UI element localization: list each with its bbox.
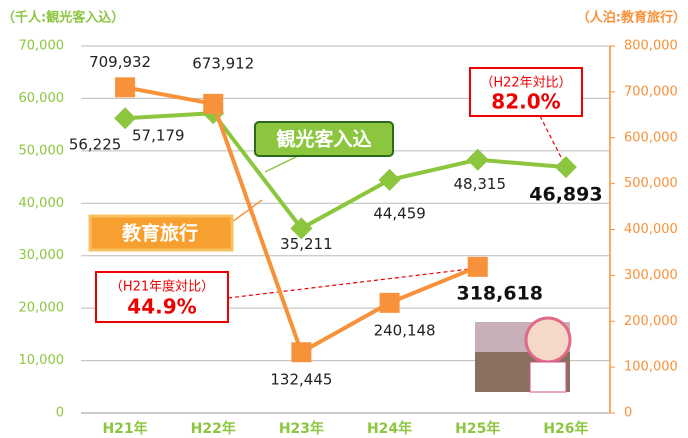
data-label: 673,912 bbox=[192, 54, 254, 72]
label-connector bbox=[265, 155, 300, 172]
chart: （千人:観光客入込） （人泊:教育旅行） 0 10,000 20,000 30,000… bbox=[0, 0, 688, 438]
x-tick-label: H26年 bbox=[543, 420, 588, 437]
data-label: 56,225 bbox=[69, 136, 122, 154]
data-label: 57,179 bbox=[132, 127, 185, 145]
right-axis-label: （人泊:教育旅行） bbox=[577, 10, 686, 26]
y2-tick-label: 700,000 bbox=[624, 84, 678, 99]
series-label: 教育旅行 bbox=[122, 222, 198, 245]
data-label: 44,459 bbox=[373, 204, 426, 222]
annotation-text: （H22年対比） bbox=[480, 76, 571, 91]
y-tick-label: 50,000 bbox=[19, 143, 65, 158]
data-label: 46,893 bbox=[529, 184, 602, 206]
y2-tick-label: 400,000 bbox=[624, 222, 678, 237]
y2-tick-label: 500,000 bbox=[624, 176, 678, 191]
y-tick-label: 60,000 bbox=[19, 91, 65, 106]
marker bbox=[555, 156, 577, 178]
x-tick-label: H25年 bbox=[455, 420, 500, 437]
y-tick-label: 20,000 bbox=[19, 301, 65, 316]
y2-tick-label: 300,000 bbox=[624, 268, 678, 283]
data-label: 240,148 bbox=[374, 321, 436, 339]
data-label: 132,445 bbox=[270, 371, 332, 389]
marker bbox=[467, 149, 489, 171]
y2-tick-label: 0 bbox=[624, 406, 632, 421]
data-label: 48,315 bbox=[454, 175, 507, 193]
marker bbox=[468, 257, 488, 277]
annotation-text: （H21年度対比） bbox=[110, 279, 214, 295]
y-tick-label: 70,000 bbox=[19, 39, 65, 54]
series-label: 観光客入込 bbox=[276, 128, 371, 151]
marker bbox=[291, 342, 311, 362]
marker bbox=[203, 94, 223, 114]
y2-tick-label: 200,000 bbox=[624, 314, 678, 329]
marker bbox=[115, 77, 135, 97]
data-label: 318,618 bbox=[456, 282, 543, 304]
mascot-image bbox=[475, 318, 570, 392]
data-label: 709,932 bbox=[89, 53, 151, 71]
y-tick-label: 10,000 bbox=[19, 353, 65, 368]
y2-tick-label: 800,000 bbox=[624, 39, 678, 54]
leader-line bbox=[540, 116, 566, 167]
x-tick-label: H22年 bbox=[191, 420, 236, 437]
y2-tick-label: 100,000 bbox=[624, 360, 678, 375]
marker bbox=[380, 293, 400, 313]
y-tick-label: 0 bbox=[56, 406, 64, 421]
x-tick-label: H21年 bbox=[102, 420, 147, 437]
annotation-value: 82.0% bbox=[491, 90, 560, 114]
left-axis-label: （千人:観光客入込） bbox=[2, 10, 124, 26]
marker bbox=[379, 169, 401, 191]
x-tick-label: H23年 bbox=[279, 420, 324, 437]
annotation-value: 44.9% bbox=[127, 295, 196, 319]
x-tick-label: H24年 bbox=[367, 420, 412, 437]
data-label: 35,211 bbox=[280, 235, 333, 253]
y2-tick-label: 600,000 bbox=[624, 130, 678, 145]
y-tick-label: 30,000 bbox=[19, 248, 65, 263]
y-tick-label: 40,000 bbox=[19, 196, 65, 211]
